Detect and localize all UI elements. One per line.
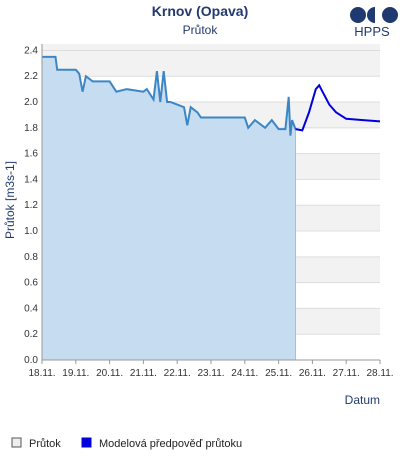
x-tick-label: 21.11.: [130, 368, 157, 379]
legend-swatch: [81, 437, 92, 448]
logo-half: [367, 7, 375, 23]
y-tick-label: 2.4: [24, 45, 38, 56]
legend-label: Modelová předpověď průtoku: [99, 438, 242, 450]
logo-circle: [350, 7, 366, 23]
y-tick-label: 2.0: [24, 97, 38, 108]
x-tick-label: 19.11.: [62, 368, 89, 379]
area: [42, 56, 296, 361]
y-tick-label: 0.2: [24, 329, 38, 340]
y-tick-label: 0.8: [24, 252, 38, 263]
y-tick-label: 1.6: [24, 149, 38, 160]
x-tick-label: 26.11.: [299, 368, 326, 379]
y-tick-label: 1.4: [24, 174, 38, 185]
x-tick-label: 20.11.: [96, 368, 123, 379]
y-axis-label: Průtok [m3s-1]: [3, 161, 17, 239]
x-tick-label: 18.11.: [28, 368, 55, 379]
x-tick-label: 25.11.: [265, 368, 292, 379]
x-tick-label: 22.11.: [164, 368, 191, 379]
logo-text: HPPS: [354, 24, 390, 39]
x-tick-label: 24.11.: [231, 368, 258, 379]
y-tick-label: 1.2: [24, 200, 38, 211]
grid-band: [42, 50, 380, 77]
legend-swatch: [11, 437, 22, 448]
legend-label: Průtok: [29, 438, 61, 450]
x-axis-label: Datum: [345, 393, 380, 407]
y-tick-label: 0.6: [24, 278, 38, 289]
y-tick-label: 2.2: [24, 71, 38, 82]
grid-band: [42, 44, 380, 51]
line: [42, 55, 297, 136]
y-tick-label: 0.0: [24, 355, 38, 366]
y-tick-label: 1.8: [24, 123, 38, 134]
logo-circle: [382, 7, 398, 23]
line: [295, 83, 381, 132]
y-tick-label: 0.4: [24, 303, 38, 314]
chart-subtitle: Průtok: [183, 23, 219, 37]
x-tick-label: 28.11.: [366, 368, 393, 379]
y-tick-label: 1.0: [24, 226, 38, 237]
chart-title: Krnov (Opava): [152, 3, 248, 19]
x-tick-label: 27.11.: [333, 368, 360, 379]
x-tick-label: 23.11.: [197, 368, 224, 379]
